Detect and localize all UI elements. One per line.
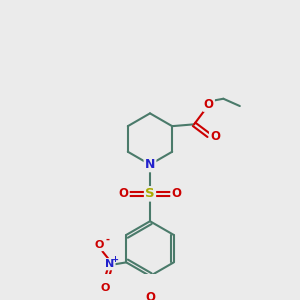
Text: O: O bbox=[100, 283, 110, 293]
Text: O: O bbox=[118, 187, 128, 200]
Text: +: + bbox=[111, 255, 118, 264]
Text: O: O bbox=[145, 291, 155, 300]
Text: -: - bbox=[105, 235, 109, 244]
Text: O: O bbox=[210, 130, 220, 143]
Text: N: N bbox=[145, 158, 155, 171]
Text: N: N bbox=[105, 259, 114, 269]
Text: O: O bbox=[204, 98, 214, 111]
Text: O: O bbox=[172, 187, 182, 200]
Text: O: O bbox=[94, 240, 104, 250]
Text: S: S bbox=[145, 187, 155, 200]
